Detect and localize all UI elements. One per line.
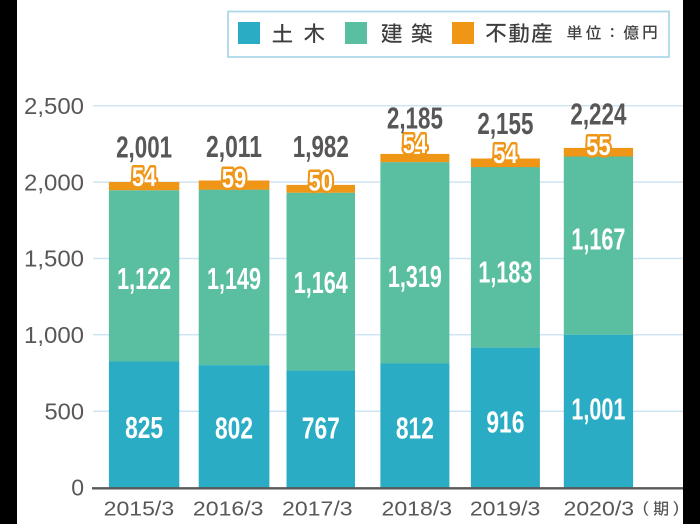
svg-text:2017/3: 2017/3 xyxy=(282,499,353,521)
svg-text:2,000: 2,000 xyxy=(24,169,84,195)
svg-text:1,001: 1,001 xyxy=(571,391,625,426)
svg-text:2,011: 2,011 xyxy=(206,129,262,164)
svg-text:2,500: 2,500 xyxy=(24,93,84,119)
svg-text:0: 0 xyxy=(71,475,84,501)
svg-text:2,001: 2,001 xyxy=(116,129,172,164)
svg-text:2,185: 2,185 xyxy=(387,100,443,135)
svg-text:1,500: 1,500 xyxy=(24,246,84,272)
svg-text:767: 767 xyxy=(302,411,340,446)
svg-text:2015/3: 2015/3 xyxy=(104,499,175,521)
svg-text:50: 50 xyxy=(309,167,334,197)
svg-text:1,122: 1,122 xyxy=(117,261,171,296)
svg-text:2,155: 2,155 xyxy=(477,106,533,141)
svg-text:2,224: 2,224 xyxy=(570,96,627,131)
svg-text:1,319: 1,319 xyxy=(388,259,442,294)
svg-text:2019/3: 2019/3 xyxy=(470,499,541,521)
svg-text:55: 55 xyxy=(586,131,611,161)
svg-text:1,000: 1,000 xyxy=(24,322,84,348)
svg-text:54: 54 xyxy=(403,129,428,159)
svg-text:54: 54 xyxy=(493,139,518,169)
svg-text:1,982: 1,982 xyxy=(293,129,349,164)
svg-text:2020/3: 2020/3 xyxy=(564,499,635,521)
svg-text:1,167: 1,167 xyxy=(571,222,625,257)
svg-text:825: 825 xyxy=(125,410,163,445)
svg-text:2016/3: 2016/3 xyxy=(193,499,264,521)
svg-text:1,149: 1,149 xyxy=(207,261,261,296)
svg-text:916: 916 xyxy=(486,405,524,440)
svg-text:802: 802 xyxy=(215,411,253,446)
svg-text:812: 812 xyxy=(396,411,434,446)
svg-text:54: 54 xyxy=(132,162,157,192)
svg-text:500: 500 xyxy=(45,398,85,424)
svg-text:1,164: 1,164 xyxy=(294,265,349,300)
svg-text:59: 59 xyxy=(222,163,247,193)
svg-text:1,183: 1,183 xyxy=(478,255,532,290)
svg-text:2018/3: 2018/3 xyxy=(382,499,453,521)
